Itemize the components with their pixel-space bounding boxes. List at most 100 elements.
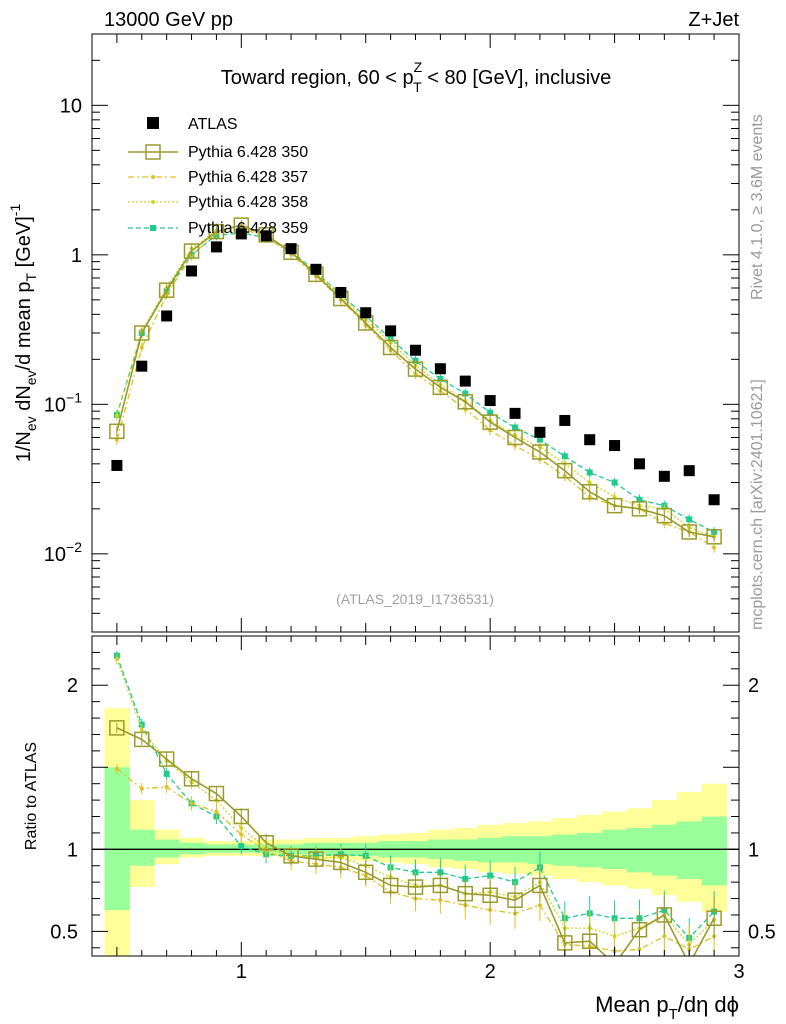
ratio-band-inner	[203, 844, 230, 853]
main-point-p357	[587, 494, 592, 499]
ratio-band-inner	[701, 816, 728, 886]
main-point-atlas	[310, 263, 322, 275]
main-point-atlas	[335, 286, 347, 298]
ytick-label: 1	[71, 245, 82, 267]
ratio-point-p357	[637, 947, 642, 952]
main-point-p350	[407, 361, 424, 377]
ratio-point-p350	[283, 848, 299, 864]
main-point-p358	[537, 444, 542, 449]
main-point-p359	[561, 453, 568, 460]
ylabel-d-sup: -1	[7, 204, 23, 217]
ytick-label-exp: −2	[66, 539, 82, 555]
main-point-p359	[536, 436, 543, 443]
ratio-band-inner	[552, 834, 578, 866]
main-point-p350	[109, 423, 125, 440]
main-point-p357	[139, 345, 144, 350]
ratio-point-p357	[662, 934, 667, 939]
main-point-p350	[482, 414, 498, 430]
main-point-atlas	[658, 470, 670, 482]
ytick-label-base: 10	[44, 394, 66, 416]
main-point-p350	[706, 529, 722, 545]
main-point-atlas	[360, 307, 372, 319]
xtick-label: 3	[733, 961, 744, 983]
main-point-atlas	[484, 395, 496, 407]
xlabel-post: /dη dϕ	[678, 992, 739, 1017]
ratio-point-p357	[139, 786, 144, 791]
ylabel-b: dN	[13, 385, 35, 416]
ratio-point-p357	[114, 766, 119, 771]
main-line-p357	[116, 227, 715, 549]
ratio-point-p357	[239, 832, 244, 837]
ratio-point-p357	[189, 801, 194, 806]
main-point-atlas	[260, 230, 272, 242]
main-point-p350	[158, 282, 175, 298]
main-point-atlas	[708, 494, 720, 506]
ratio-ytick-label-right: 2	[748, 675, 759, 697]
main-point-p358	[388, 340, 393, 345]
main-point-p358	[114, 413, 119, 418]
main-point-atlas	[434, 363, 446, 375]
main-point-p350	[631, 501, 648, 517]
title-sup: Z	[414, 59, 423, 75]
main-point-p350	[183, 243, 200, 259]
ratio-band-inner	[676, 821, 703, 879]
header-left: 13000 GeV pp	[104, 9, 233, 31]
ratio-point-p358	[114, 656, 119, 661]
main-point-atlas	[410, 344, 421, 356]
main-point-atlas	[584, 434, 596, 446]
main-point-p350	[606, 497, 623, 514]
ratio-point-p350	[706, 910, 722, 927]
main-point-atlas	[235, 228, 247, 240]
ratio-point-p350	[357, 864, 374, 881]
legend-label-atlas: ATLAS	[188, 116, 238, 133]
main-point-p350	[557, 462, 573, 479]
ratio-point-p350	[631, 921, 648, 938]
main-point-p350	[208, 223, 225, 240]
xlabel-sub: T	[669, 1006, 678, 1023]
legend-marker-350	[145, 144, 161, 160]
ytick-label-base: 10	[60, 95, 82, 117]
ratio-band-inner	[179, 842, 205, 855]
analysis-watermark: (ATLAS_2019_I1736531)	[336, 591, 494, 607]
ratio-band-inner	[651, 824, 678, 876]
ratio-point-p350	[208, 785, 225, 802]
ytick-label-base: 1	[71, 245, 82, 267]
ratio-panel-series	[109, 650, 722, 956]
legend-label-357: Pythia 6.428 357	[188, 169, 308, 186]
ratio-point-p350	[382, 877, 399, 894]
ylabel-d: [GeV]	[13, 216, 35, 273]
main-point-p359	[586, 469, 593, 476]
ratio-ytick-label-left: 0.5	[50, 921, 78, 943]
ratio-point-p357	[164, 784, 169, 789]
main-point-p359	[487, 409, 494, 416]
main-point-atlas	[161, 310, 173, 322]
ratio-point-p350	[308, 851, 324, 867]
main-line-p358	[116, 225, 715, 538]
ratio-band-inner	[129, 829, 155, 866]
main-panel-series	[109, 217, 722, 553]
rivet-label: Rivet 4.1.0, ≥ 3.6M events	[749, 114, 766, 300]
ratio-point-p350	[407, 879, 424, 895]
ratio-band-inner	[154, 839, 180, 858]
main-point-p359	[686, 516, 693, 523]
ratio-point-p350	[333, 854, 349, 871]
ylabel-b-sub: ev	[23, 370, 39, 385]
ratio-point-p350	[183, 771, 200, 787]
main-point-atlas	[285, 243, 297, 255]
ratio-band-inner	[627, 828, 653, 873]
ratio-point-p350	[109, 720, 125, 736]
xlabel-pre: Mean p	[595, 992, 668, 1017]
main-point-atlas	[534, 426, 546, 438]
main-point-atlas	[210, 241, 222, 253]
ratio-point-p350	[432, 877, 449, 894]
main-point-atlas	[509, 407, 521, 419]
main-point-atlas	[559, 414, 571, 426]
ratio-band-inner	[104, 767, 130, 911]
main-point-p359	[611, 479, 618, 486]
ratio-point-p350	[258, 835, 274, 851]
ytick-label-base: 10	[44, 544, 66, 566]
legend-label-358: Pythia 6.428 358	[188, 194, 308, 211]
ratio-point-p359	[412, 869, 419, 876]
